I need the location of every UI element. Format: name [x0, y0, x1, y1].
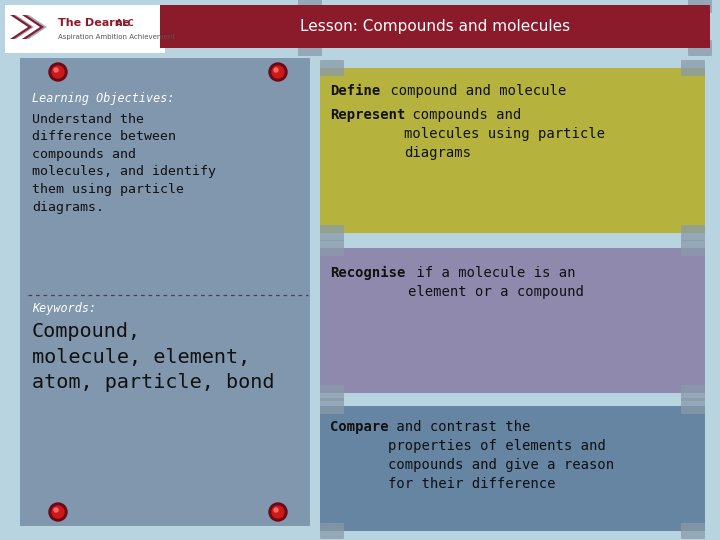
FancyBboxPatch shape [160, 5, 710, 48]
Circle shape [272, 506, 284, 518]
FancyBboxPatch shape [320, 398, 344, 414]
FancyBboxPatch shape [320, 60, 344, 76]
FancyBboxPatch shape [320, 523, 344, 539]
FancyBboxPatch shape [320, 385, 344, 401]
Circle shape [272, 66, 284, 78]
Text: compound and molecule: compound and molecule [382, 84, 566, 98]
Circle shape [274, 508, 278, 512]
Circle shape [269, 503, 287, 521]
FancyBboxPatch shape [688, 40, 712, 56]
FancyBboxPatch shape [681, 225, 705, 241]
Text: Represent: Represent [330, 108, 405, 122]
FancyBboxPatch shape [681, 523, 705, 539]
Text: Compound,
molecule, element,
atom, particle, bond: Compound, molecule, element, atom, parti… [32, 322, 274, 393]
Text: Aspiration Ambition Achievement: Aspiration Ambition Achievement [58, 34, 175, 40]
FancyBboxPatch shape [320, 68, 705, 233]
FancyBboxPatch shape [20, 58, 310, 526]
Circle shape [274, 68, 278, 72]
FancyBboxPatch shape [320, 240, 344, 256]
Circle shape [54, 508, 58, 512]
Text: Recognise: Recognise [330, 266, 405, 280]
FancyBboxPatch shape [320, 248, 705, 393]
FancyBboxPatch shape [320, 225, 344, 241]
Text: Compare: Compare [330, 420, 389, 434]
Circle shape [49, 503, 67, 521]
Text: Define: Define [330, 84, 380, 98]
FancyBboxPatch shape [681, 398, 705, 414]
Polygon shape [10, 15, 32, 39]
FancyBboxPatch shape [681, 240, 705, 256]
Polygon shape [22, 15, 44, 39]
Text: compounds and
molecules using particle
diagrams: compounds and molecules using particle d… [404, 108, 605, 160]
Text: Understand the
difference between
compounds and
molecules, and identify
them usi: Understand the difference between compou… [32, 113, 216, 213]
Text: ALC: ALC [113, 18, 134, 28]
Polygon shape [25, 15, 47, 39]
FancyBboxPatch shape [688, 0, 712, 13]
Circle shape [54, 68, 58, 72]
Text: Learning Objectives:: Learning Objectives: [32, 92, 174, 105]
Text: if a molecule is an
element or a compound: if a molecule is an element or a compoun… [408, 266, 584, 299]
Text: The Dearne: The Dearne [58, 18, 130, 28]
Polygon shape [12, 15, 34, 39]
Text: and contrast the
properties of elements and
compounds and give a reason
for thei: and contrast the properties of elements … [388, 420, 614, 491]
Circle shape [269, 63, 287, 81]
FancyBboxPatch shape [320, 406, 705, 531]
Circle shape [52, 66, 64, 78]
FancyBboxPatch shape [681, 385, 705, 401]
Circle shape [52, 506, 64, 518]
FancyBboxPatch shape [681, 60, 705, 76]
FancyBboxPatch shape [298, 0, 322, 13]
Text: Keywords:: Keywords: [32, 302, 96, 315]
Text: Lesson: Compounds and molecules: Lesson: Compounds and molecules [300, 19, 570, 35]
FancyBboxPatch shape [298, 40, 322, 56]
FancyBboxPatch shape [5, 5, 165, 53]
Circle shape [49, 63, 67, 81]
